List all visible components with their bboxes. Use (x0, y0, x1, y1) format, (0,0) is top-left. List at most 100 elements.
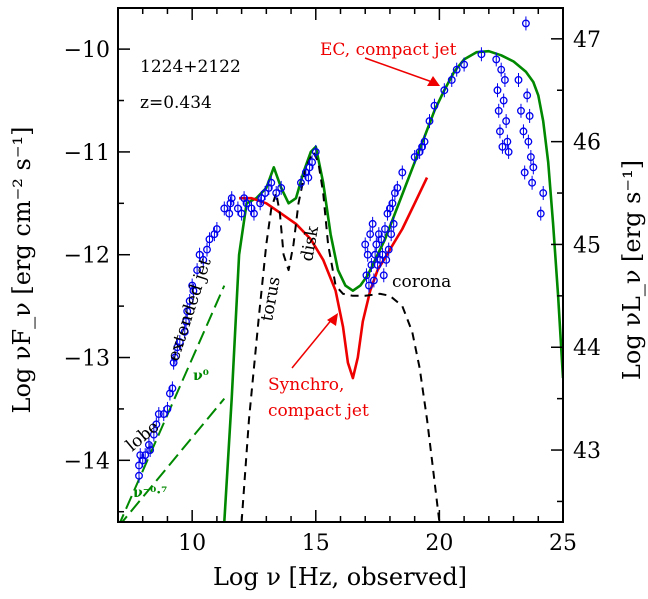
data-point (141, 451, 150, 460)
data-point (500, 76, 509, 84)
data-point (180, 327, 189, 336)
data-point (170, 353, 179, 362)
data-point (225, 209, 234, 218)
data-point (227, 194, 236, 203)
y-tick-label: −10 (64, 38, 110, 63)
data-point (528, 178, 537, 187)
data-point (477, 50, 486, 59)
x-tick-label: 15 (302, 531, 330, 556)
data-point (499, 96, 508, 105)
data-point (226, 199, 235, 208)
data-point (364, 281, 373, 290)
data-point (362, 271, 371, 280)
data-point (199, 255, 208, 264)
data-point (387, 230, 396, 239)
y-tick-label: −13 (64, 347, 110, 372)
data-point (189, 286, 198, 295)
source-name: 1224+2122 (140, 57, 241, 77)
data-point (135, 471, 143, 480)
redshift-label: z=0.434 (140, 93, 212, 113)
data-point (447, 76, 456, 84)
data-point (379, 271, 388, 280)
model-curve-3 (119, 285, 226, 522)
data-point (220, 204, 229, 213)
x-tick-label: 10 (178, 531, 206, 556)
data-point (382, 255, 391, 264)
corona-label: corona (392, 272, 451, 292)
data-point (536, 209, 545, 218)
data-point (520, 168, 529, 177)
data-point (363, 250, 372, 259)
data-point (205, 235, 214, 244)
data-point (523, 91, 532, 100)
data-point (267, 178, 276, 187)
data-point (503, 137, 512, 146)
y-axis-label: Log νF_ν [erg cm⁻² s⁻¹] (8, 127, 36, 414)
nu07-label: ν⁻⁰·⁷ (133, 485, 167, 501)
y2-tick-label: 45 (573, 233, 601, 258)
data-point (460, 60, 469, 69)
data-point (529, 163, 538, 172)
data-point (188, 281, 197, 290)
y2-tick-label: 44 (573, 336, 601, 361)
data-point (430, 101, 439, 110)
data-point (504, 147, 513, 156)
data-point (168, 384, 177, 393)
y2-tick-label: 47 (573, 28, 601, 53)
data-point (493, 86, 502, 95)
data-points (135, 16, 548, 483)
torus-label: torus (257, 275, 284, 323)
data-point (494, 106, 503, 115)
data-point (163, 404, 172, 413)
y-tick-label: −11 (64, 141, 110, 166)
data-point (366, 230, 375, 239)
data-point (175, 338, 184, 347)
lobe-label: lobe (122, 417, 163, 456)
model-curve-2 (240, 150, 441, 522)
data-point (384, 245, 393, 254)
data-point (212, 225, 221, 233)
axis-ticks: 10 15 20 25 −14 −13 −12 −11 −10 43 44 45 46 47 (64, 8, 601, 556)
data-point (256, 199, 265, 208)
data-point (539, 189, 548, 197)
data-point (440, 86, 449, 95)
y2-tick-label: 46 (573, 131, 601, 156)
data-point (452, 65, 461, 74)
data-point (492, 55, 501, 64)
data-point (296, 178, 305, 187)
data-point (182, 317, 190, 326)
data-point (425, 117, 434, 126)
data-point (398, 168, 407, 177)
x-axis-label: Log ν [Hz, observed] (213, 563, 467, 591)
data-point (381, 225, 389, 233)
nu0-label: ν⁰ (193, 368, 209, 384)
data-point (502, 117, 511, 126)
data-point (361, 240, 370, 249)
synchro-arrow-head (327, 313, 338, 326)
x-tick-label: 20 (425, 531, 453, 556)
data-point (517, 106, 525, 115)
ec-label: EC, compact jet (320, 40, 457, 60)
extended-jet-label: extended jet (164, 256, 216, 364)
data-point (371, 250, 380, 259)
data-point (372, 240, 381, 249)
data-point (389, 219, 398, 228)
data-point (154, 410, 163, 419)
data-point (152, 420, 161, 429)
data-point (526, 153, 535, 162)
data-point (498, 142, 507, 151)
y2-tick-label: 43 (573, 439, 601, 464)
data-point (377, 235, 386, 244)
data-point (519, 127, 528, 136)
data-point (393, 183, 402, 192)
data-point (250, 209, 258, 218)
data-point (237, 209, 246, 218)
data-point (203, 245, 211, 254)
data-point (525, 111, 534, 120)
data-point (496, 127, 504, 136)
model-curve-4 (120, 397, 226, 522)
data-point (420, 137, 429, 146)
data-point (524, 137, 533, 146)
model-curves (119, 49, 563, 522)
